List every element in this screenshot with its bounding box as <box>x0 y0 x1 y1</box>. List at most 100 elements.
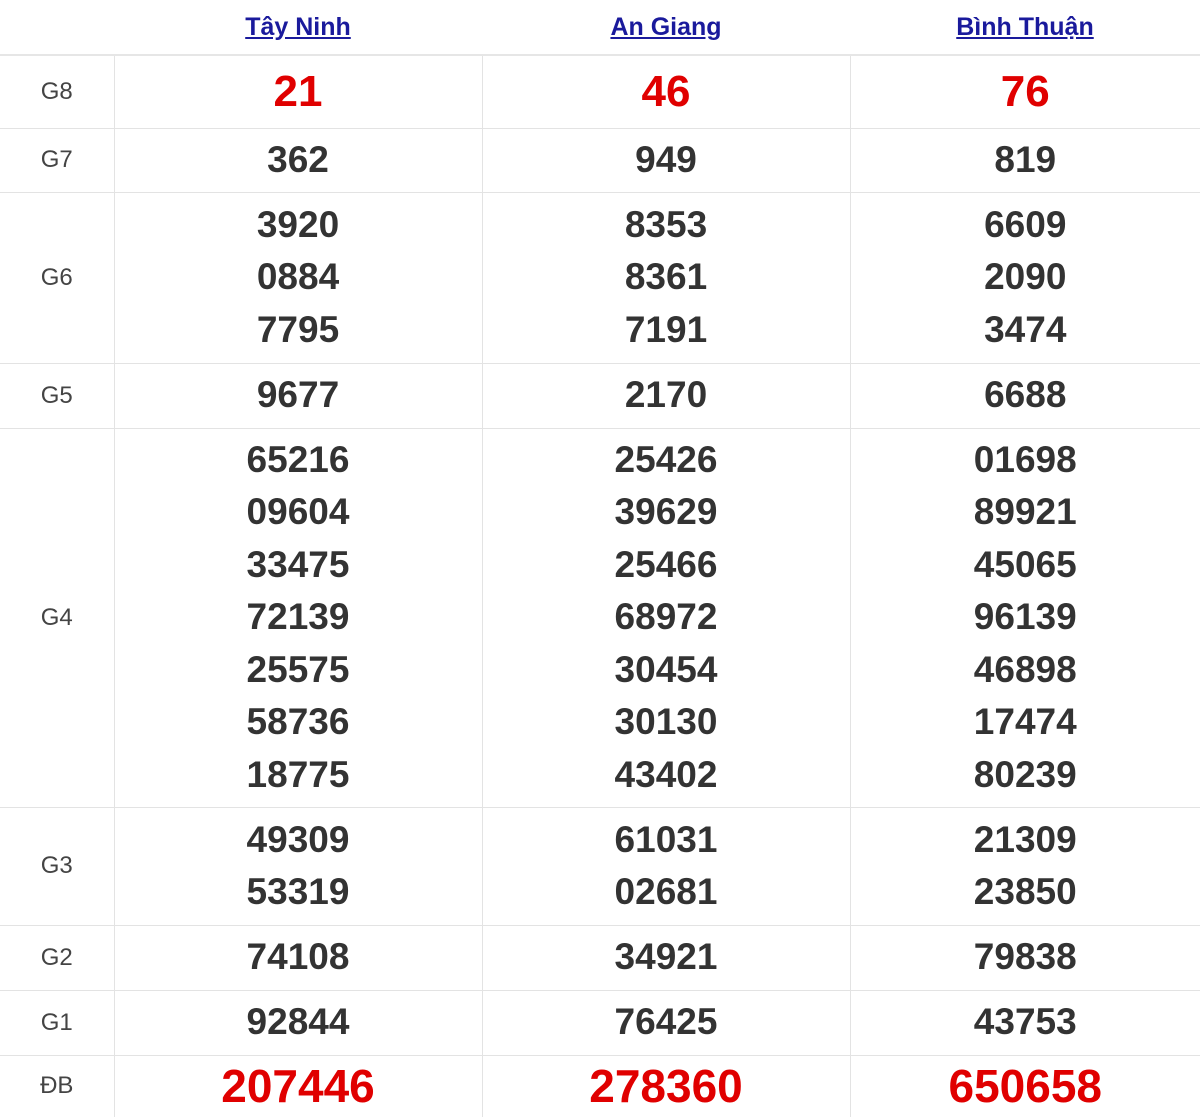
prize-label: G3 <box>0 807 114 925</box>
prize-label: G2 <box>0 925 114 990</box>
prize-cell: 92844 <box>114 990 482 1055</box>
prize-number: 09604 <box>115 486 482 539</box>
prize-number: 6688 <box>851 369 1200 422</box>
prize-number: 30130 <box>483 696 850 749</box>
prize-number: 49309 <box>115 814 482 867</box>
prize-number: 92844 <box>115 996 482 1049</box>
prize-number: 0884 <box>115 251 482 304</box>
prize-number: 819 <box>851 134 1200 187</box>
prize-cell: 819 <box>850 128 1200 192</box>
prize-number: 89921 <box>851 486 1200 539</box>
prize-cell: 362 <box>114 128 482 192</box>
prize-number: 58736 <box>115 696 482 749</box>
prize-number: 362 <box>115 134 482 187</box>
prize-number: 76 <box>851 66 1200 119</box>
prize-number: 46898 <box>851 644 1200 697</box>
prize-number: 2170 <box>483 369 850 422</box>
prize-number: 43402 <box>483 749 850 802</box>
province-header-row: Tây Ninh An Giang Bình Thuận <box>0 0 1200 55</box>
prize-number: 7191 <box>483 304 850 357</box>
prize-cell: 21 <box>114 55 482 128</box>
prize-number: 65216 <box>115 434 482 487</box>
prize-number: 96139 <box>851 591 1200 644</box>
prize-label: G7 <box>0 128 114 192</box>
prize-number: 3474 <box>851 304 1200 357</box>
prize-number: 8353 <box>483 199 850 252</box>
prize-number: 17474 <box>851 696 1200 749</box>
prize-cell: 76 <box>850 55 1200 128</box>
prize-label: G4 <box>0 428 114 807</box>
province-link-tay-ninh[interactable]: Tây Ninh <box>245 13 351 41</box>
prize-number: 34921 <box>483 931 850 984</box>
prize-number: 39629 <box>483 486 850 539</box>
prize-number: 43753 <box>851 996 1200 1049</box>
prize-number: 33475 <box>115 539 482 592</box>
prize-number: 25426 <box>483 434 850 487</box>
prize-cell: 278360 <box>482 1055 850 1117</box>
prize-cell: 74108 <box>114 925 482 990</box>
province-header: Tây Ninh <box>114 0 482 55</box>
prize-number: 25575 <box>115 644 482 697</box>
prize-cell: 650658 <box>850 1055 1200 1117</box>
prize-cell: 207446 <box>114 1055 482 1117</box>
prize-number: 53319 <box>115 866 482 919</box>
province-link-an-giang[interactable]: An Giang <box>610 13 721 41</box>
prize-number: 72139 <box>115 591 482 644</box>
prize-cell: 949 <box>482 128 850 192</box>
prize-cell: 46 <box>482 55 850 128</box>
province-link-binh-thuan[interactable]: Bình Thuận <box>956 13 1093 41</box>
prize-cell: 76425 <box>482 990 850 1055</box>
prize-number: 68972 <box>483 591 850 644</box>
prize-number: 6609 <box>851 199 1200 252</box>
prize-label: ĐB <box>0 1055 114 1117</box>
prize-number: 30454 <box>483 644 850 697</box>
prize-number: 21 <box>115 66 482 119</box>
prize-number: 278360 <box>483 1056 850 1116</box>
prize-cell: 79838 <box>850 925 1200 990</box>
prize-label: G5 <box>0 363 114 428</box>
prize-number: 80239 <box>851 749 1200 802</box>
prize-cell: 43753 <box>850 990 1200 1055</box>
empty-header <box>0 0 114 55</box>
prize-label: G8 <box>0 55 114 128</box>
prize-number: 7795 <box>115 304 482 357</box>
prize-number: 9677 <box>115 369 482 422</box>
prize-number: 8361 <box>483 251 850 304</box>
prize-number: 02681 <box>483 866 850 919</box>
prize-number: 207446 <box>115 1056 482 1116</box>
prize-number: 2090 <box>851 251 1200 304</box>
prize-number: 79838 <box>851 931 1200 984</box>
prize-number: 18775 <box>115 749 482 802</box>
prize-number: 46 <box>483 66 850 119</box>
prize-number: 45065 <box>851 539 1200 592</box>
prize-cell: 9677 <box>114 363 482 428</box>
prize-number: 21309 <box>851 814 1200 867</box>
prize-number: 01698 <box>851 434 1200 487</box>
prize-number: 3920 <box>115 199 482 252</box>
prize-cell: 2170 <box>482 363 850 428</box>
prize-label: G1 <box>0 990 114 1055</box>
prize-cell: 6688 <box>850 363 1200 428</box>
prize-number: 76425 <box>483 996 850 1049</box>
prize-label: G6 <box>0 192 114 363</box>
prize-number: 61031 <box>483 814 850 867</box>
prize-number: 25466 <box>483 539 850 592</box>
prize-number: 74108 <box>115 931 482 984</box>
